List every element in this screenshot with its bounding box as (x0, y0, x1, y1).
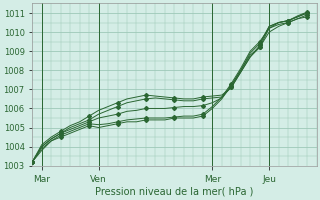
X-axis label: Pression niveau de la mer( hPa ): Pression niveau de la mer( hPa ) (95, 187, 253, 197)
